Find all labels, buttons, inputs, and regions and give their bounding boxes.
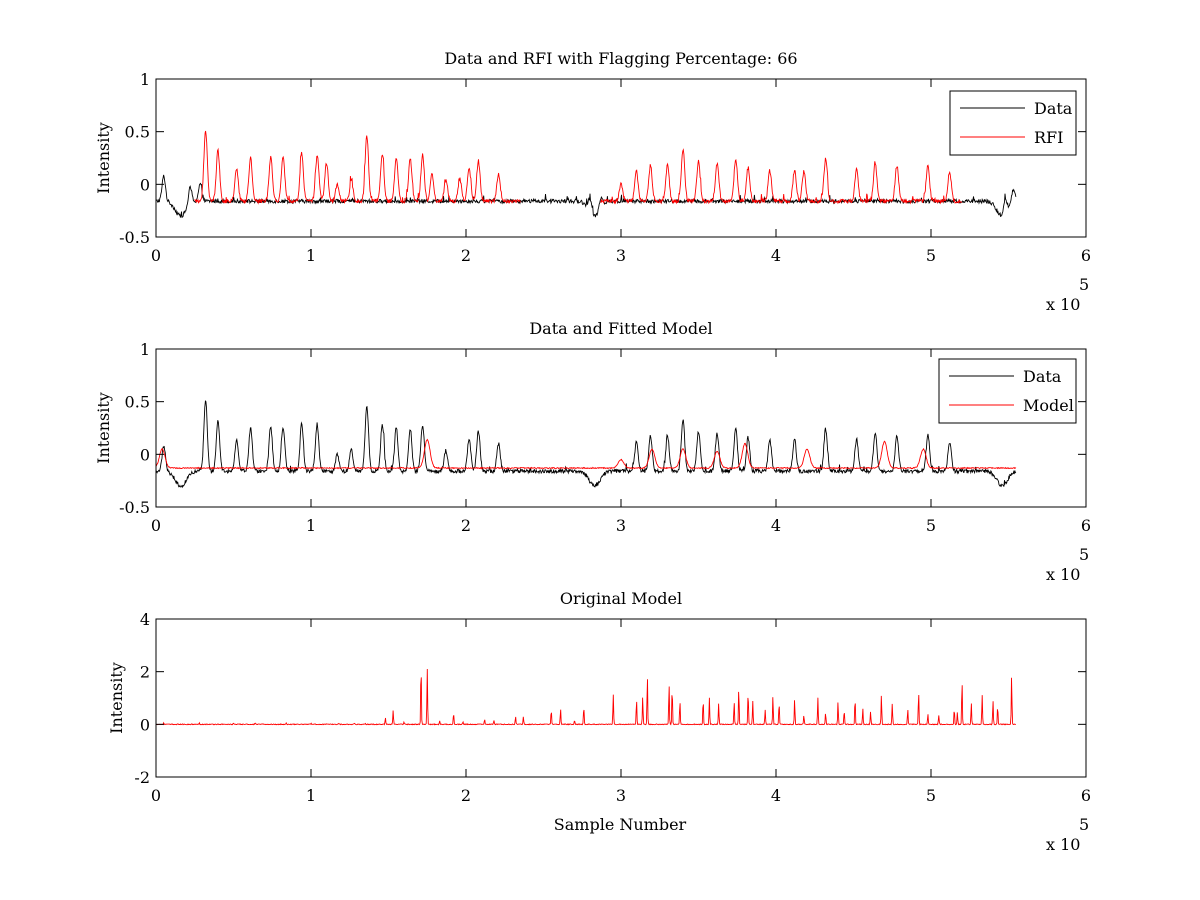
x-axis-label: Sample Number <box>554 815 687 834</box>
series-model-line <box>156 668 1017 726</box>
x-tick-label: 3 <box>616 246 626 265</box>
axes-box <box>155 78 1087 238</box>
legend-label: Data <box>1023 367 1062 386</box>
y-tick-label: 0.5 <box>125 123 150 142</box>
series-data-line <box>156 400 1017 489</box>
legend-label: Data <box>1034 99 1073 118</box>
x-tick-label: 2 <box>461 516 471 535</box>
x-multiplier: x 10 <box>1046 565 1080 584</box>
x-tick-label: 1 <box>306 786 316 805</box>
y-axis-label: Intensity <box>94 392 113 464</box>
x-tick-label: 4 <box>771 786 781 805</box>
x-tick-label: 2 <box>461 786 471 805</box>
y-tick-label: 1 <box>140 340 150 359</box>
legend-label: RFI <box>1034 128 1063 147</box>
x-multiplier: x 10 <box>1046 835 1080 854</box>
x-tick-label: 2 <box>461 246 471 265</box>
y-tick-label: 0 <box>140 715 150 734</box>
x-tick-label: 1 <box>306 516 316 535</box>
legend-box <box>949 90 1077 156</box>
x-tick-label: 5 <box>926 246 936 265</box>
x-tick-label: 6 <box>1081 516 1091 535</box>
x-tick-label: 4 <box>771 516 781 535</box>
y-tick-label: -0.5 <box>119 228 150 247</box>
series-model-line <box>156 438 1017 470</box>
x-multiplier-exponent: 5 <box>1079 275 1089 294</box>
x-tick-label: 0 <box>151 786 161 805</box>
chart-title: Data and Fitted Model <box>529 319 712 338</box>
series-data-line <box>156 174 1017 218</box>
chart-title: Original Model <box>560 589 682 608</box>
x-tick-label: 5 <box>926 786 936 805</box>
y-axis-label: Intensity <box>107 662 126 734</box>
y-tick-label: 1 <box>140 70 150 89</box>
y-tick-label: 0 <box>140 445 150 464</box>
x-multiplier-exponent: 5 <box>1079 545 1089 564</box>
legend-box <box>938 358 1077 424</box>
y-axis-label: Intensity <box>94 122 113 194</box>
x-tick-label: 1 <box>306 246 316 265</box>
x-tick-label: 3 <box>616 786 626 805</box>
x-tick-label: 5 <box>926 516 936 535</box>
x-tick-label: 6 <box>1081 786 1091 805</box>
x-tick-label: 0 <box>151 516 161 535</box>
x-tick-label: 0 <box>151 246 161 265</box>
y-tick-label: 0 <box>140 175 150 194</box>
legend: Data Model <box>938 358 1077 424</box>
y-tick-label: -2 <box>134 768 150 787</box>
x-multiplier-exponent: 5 <box>1079 815 1089 834</box>
x-tick-label: 4 <box>771 246 781 265</box>
y-tick-label: -0.5 <box>119 498 150 517</box>
x-tick-label: 6 <box>1081 246 1091 265</box>
x-tick-label: 3 <box>616 516 626 535</box>
y-tick-label: 2 <box>140 663 150 682</box>
series-rfi-line <box>194 130 962 205</box>
legend-label: Model <box>1023 396 1074 415</box>
y-tick-label: 4 <box>140 610 150 629</box>
axes-box <box>155 618 1087 778</box>
legend: Data RFI <box>949 90 1077 156</box>
y-tick-label: 0.5 <box>125 393 150 412</box>
chart-title: Data and RFI with Flagging Percentage: 6… <box>444 49 797 68</box>
x-multiplier: x 10 <box>1046 295 1080 314</box>
